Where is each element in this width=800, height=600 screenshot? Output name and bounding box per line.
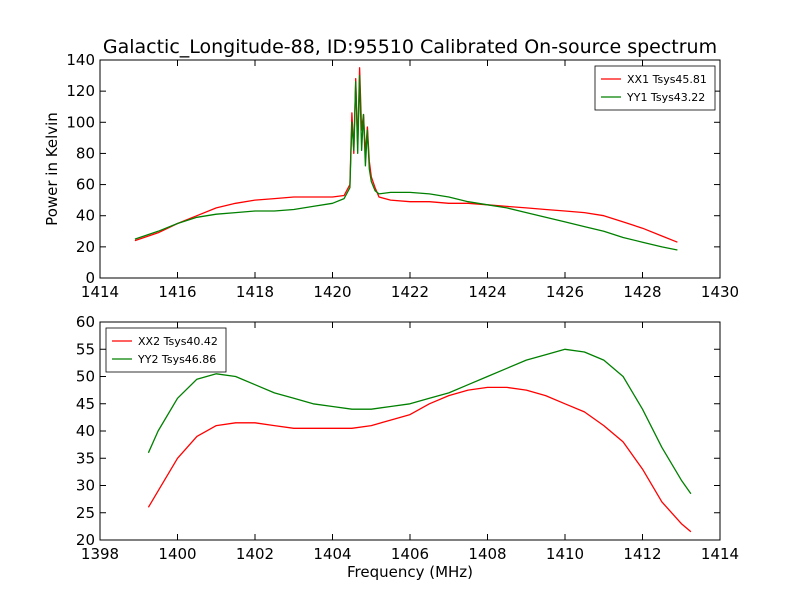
top-x-tick-label: 1420 (313, 283, 351, 301)
top-y-tick-label: 40 (76, 207, 95, 225)
bottom-x-tick-label: 1402 (236, 545, 274, 563)
chart-title: Galactic_Longitude-88, ID:95510 Calibrat… (103, 36, 717, 58)
bottom-y-tick-label: 55 (76, 340, 95, 358)
bottom-y-tick-label: 45 (76, 395, 95, 413)
top-y-tick-label: 80 (76, 144, 95, 162)
bottom-y-tick-label: 35 (76, 449, 95, 467)
bottom-panel: 1398 1400 1402 1404 1406 1408 1410 1412 1414 20 25… (76, 313, 739, 581)
top-panel: 1414 1416 1418 1420 1422 1424 1426 1428 1430 0 20 4… (43, 51, 739, 301)
top-legend-entry: XX1 Tsys45.81 (627, 73, 707, 86)
top-series-line-2 (134, 74, 678, 251)
bottom-x-tick-label: 1414 (701, 545, 739, 563)
bottom-y-tick-label: 60 (76, 313, 95, 331)
top-legend-entry: YY1 Tsys43.22 (626, 91, 705, 104)
bottom-series-line-2 (147, 348, 692, 495)
bottom-legend-entry: XX2 Tsys40.42 (138, 335, 218, 348)
bottom-x-tick-label: 1412 (623, 545, 661, 563)
top-x-tick-label: 1416 (158, 283, 196, 301)
bottom-series-line-1 (147, 386, 692, 533)
bottom-legend-box (105, 327, 227, 373)
top-x-tick-label: 1430 (701, 283, 739, 301)
top-x-tick-label: 1422 (391, 283, 429, 301)
bottom-x-tick-label: 1404 (313, 545, 351, 563)
bottom-x-tick-label: 1408 (468, 545, 506, 563)
top-y-tick-label: 140 (66, 51, 95, 69)
top-x-tick-label: 1418 (236, 283, 274, 301)
top-y-tick-label: 100 (66, 113, 95, 131)
top-y-tick-label: 20 (76, 238, 95, 256)
bottom-series-layer (147, 348, 692, 533)
bottom-legend: XX2 Tsys40.42 YY2 Tsys46.86 (105, 327, 227, 373)
top-x-tick-label: 1414 (81, 283, 119, 301)
bottom-x-tick-label: 1406 (391, 545, 429, 563)
top-ticks: 1414 1416 1418 1420 1422 1424 1426 1428 1430 0 20 4… (66, 51, 739, 301)
bottom-y-tick-label: 30 (76, 477, 95, 495)
top-y-tick-label: 0 (85, 269, 95, 287)
bottom-x-tick-label: 1400 (158, 545, 196, 563)
top-y-axis-label: Power in Kelvin (43, 112, 61, 226)
bottom-y-tick-label: 25 (76, 504, 95, 522)
top-series-layer (134, 67, 678, 251)
bottom-legend-entry: YY2 Tsys46.86 (137, 353, 216, 366)
bottom-x-tick-label: 1398 (81, 545, 119, 563)
top-y-tick-label: 60 (76, 176, 95, 194)
top-legend-box (594, 65, 716, 111)
top-x-tick-label: 1428 (623, 283, 661, 301)
bottom-y-tick-label: 50 (76, 368, 95, 386)
top-y-tick-label: 120 (66, 82, 95, 100)
bottom-x-axis-label: Frequency (MHz) (347, 563, 473, 581)
top-x-tick-label: 1424 (468, 283, 506, 301)
bottom-x-tick-label: 1410 (546, 545, 584, 563)
top-x-tick-label: 1426 (546, 283, 584, 301)
top-legend: XX1 Tsys45.81 YY1 Tsys43.22 (594, 65, 716, 111)
bottom-y-tick-label: 40 (76, 422, 95, 440)
bottom-ticks: 1398 1400 1402 1404 1406 1408 1410 1412 1414 20 25… (76, 313, 739, 563)
bottom-y-tick-label: 20 (76, 531, 95, 549)
